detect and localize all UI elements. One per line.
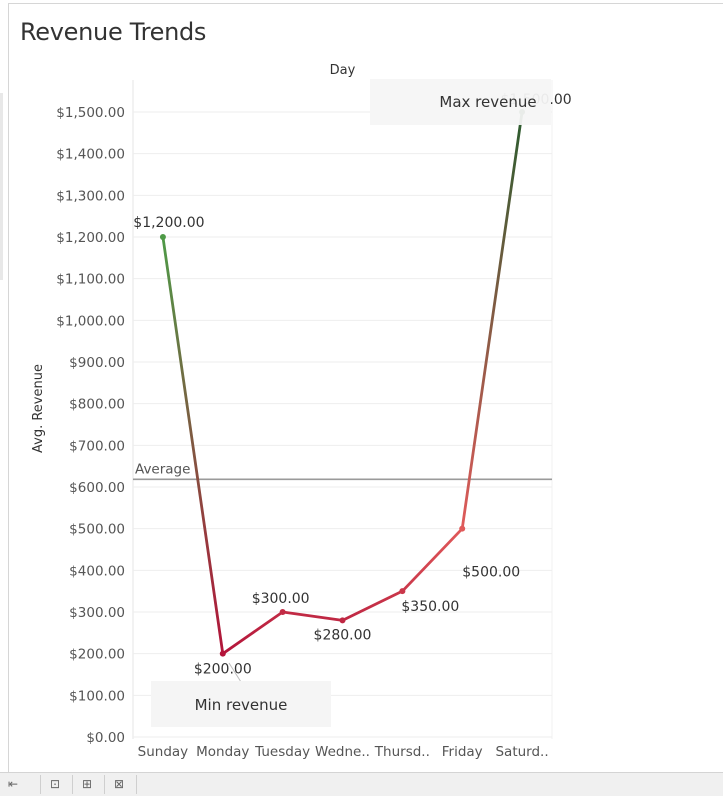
y-tick-label: $1,200.00 bbox=[56, 230, 125, 246]
series-line-segment bbox=[221, 610, 285, 656]
y-tick-label: $1,300.00 bbox=[56, 188, 125, 204]
data-label: $1,200.00 bbox=[133, 215, 204, 231]
data-label: $350.00 bbox=[401, 599, 459, 615]
y-tick-label: $0.00 bbox=[86, 730, 125, 746]
x-tick-label: Friday bbox=[442, 744, 483, 760]
y-tick-label: $400.00 bbox=[69, 563, 125, 579]
max-revenue-annotation: Max revenue bbox=[439, 93, 536, 111]
series-layer bbox=[159, 109, 526, 657]
x-tick-label: Saturd.. bbox=[495, 744, 548, 760]
y-tick-label: $600.00 bbox=[69, 480, 125, 496]
y-axis-title: Avg. Revenue bbox=[31, 364, 46, 453]
x-tick-label: Thursd.. bbox=[374, 744, 430, 760]
min-revenue-annotation: Min revenue bbox=[195, 696, 288, 714]
new-dashboard-icon[interactable]: ⊞ bbox=[82, 777, 93, 791]
y-tick-label: $1,000.00 bbox=[56, 313, 125, 329]
y-tick-label: $500.00 bbox=[69, 522, 125, 538]
new-story-icon[interactable]: ⊠ bbox=[114, 777, 125, 791]
data-label: $200.00 bbox=[194, 662, 252, 678]
y-tick-label: $700.00 bbox=[69, 438, 125, 454]
data-label-layer: $1,200.00 $200.00 $300.00 $280.00 $350.00 $50… bbox=[133, 92, 571, 678]
series-line-segment bbox=[400, 527, 464, 593]
line-chart: Average $0.00 $100.00 $200.00 $300.00 $400.0… bbox=[31, 63, 572, 760]
average-label: Average bbox=[135, 461, 190, 477]
series-line-segment bbox=[460, 110, 524, 531]
x-tick-label: Sunday bbox=[138, 744, 189, 760]
data-point[interactable] bbox=[159, 234, 166, 240]
sheet-title: Revenue Trends bbox=[20, 18, 207, 46]
reference-line-layer: Average bbox=[133, 459, 552, 481]
average-label-bg bbox=[134, 459, 196, 478]
data-label: $500.00 bbox=[462, 565, 520, 581]
y-tick-label: $300.00 bbox=[69, 605, 125, 621]
back-icon[interactable]: ⇤ bbox=[8, 777, 19, 791]
sheet-tab-bar: ⇤ ⊡ ⊞ ⊠ bbox=[0, 772, 723, 796]
y-tick-label: $1,400.00 bbox=[56, 147, 125, 163]
x-tick-label: Monday bbox=[196, 744, 249, 760]
tick-layer: $0.00 $100.00 $200.00 $300.00 $400.00 $500.00… bbox=[56, 105, 548, 760]
y-tick-label: $900.00 bbox=[69, 355, 125, 371]
y-tick-label: $1,100.00 bbox=[56, 272, 125, 288]
max-revenue-annotation-box bbox=[370, 79, 551, 125]
data-point[interactable] bbox=[399, 588, 406, 595]
x-axis-title: Day bbox=[330, 63, 356, 78]
series-line-segment bbox=[161, 235, 225, 656]
series-line-segment bbox=[341, 589, 404, 622]
data-point[interactable] bbox=[219, 650, 226, 657]
data-point[interactable] bbox=[339, 617, 346, 624]
data-point[interactable] bbox=[459, 525, 466, 532]
x-tick-label: Tuesday bbox=[254, 744, 310, 760]
left-panel-edge bbox=[0, 93, 3, 280]
data-point[interactable] bbox=[279, 609, 286, 615]
y-tick-label: $1,500.00 bbox=[56, 105, 125, 121]
y-tick-label: $200.00 bbox=[69, 647, 125, 663]
chart-frame bbox=[8, 3, 723, 772]
data-label: $300.00 bbox=[252, 591, 310, 607]
y-tick-label: $100.00 bbox=[69, 688, 125, 704]
data-label: $280.00 bbox=[314, 627, 372, 643]
annotation-layer: Max revenue Min revenue bbox=[151, 79, 551, 727]
min-revenue-annotation-box bbox=[151, 681, 331, 727]
x-tick-label: Wedne.. bbox=[315, 744, 370, 760]
y-tick-label: $800.00 bbox=[69, 397, 125, 413]
min-annotation-leader bbox=[228, 662, 242, 683]
series-line-segment bbox=[281, 610, 344, 622]
new-sheet-icon[interactable]: ⊡ bbox=[50, 777, 61, 791]
